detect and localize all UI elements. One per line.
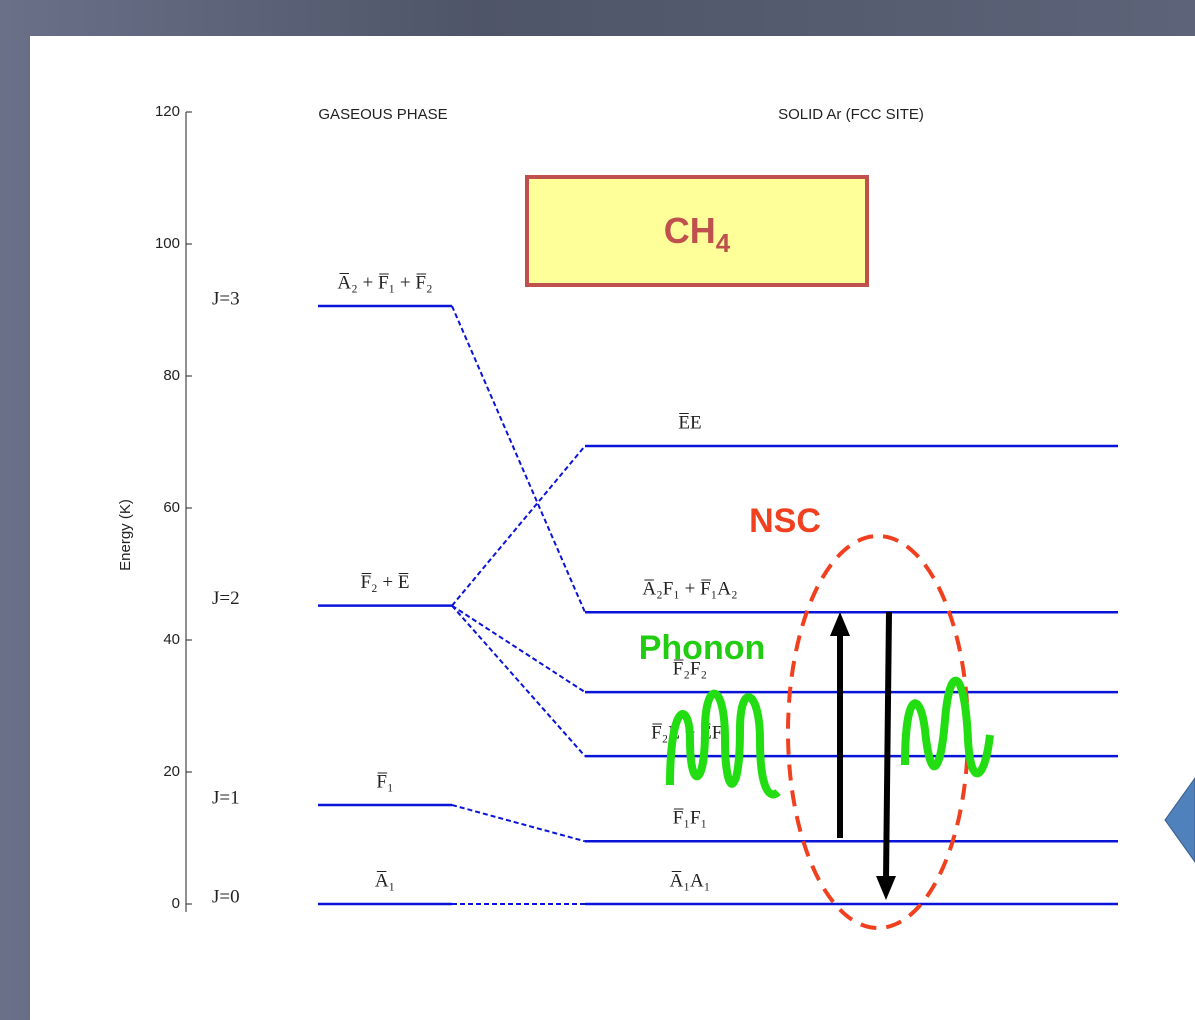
j-label: J=3	[212, 288, 240, 309]
phonon-label: Phonon	[639, 629, 766, 667]
solid-label: E̅E	[678, 412, 701, 433]
y-tick-label: 100	[155, 235, 180, 252]
gas-label: A̅₂ + F̅₁ + F̅₂	[337, 272, 432, 293]
gas-label: A̅₁	[375, 870, 395, 891]
nsc-label: NSC	[749, 502, 821, 540]
gas-header: GASEOUS PHASE	[318, 106, 447, 123]
y-tick-label: 40	[163, 631, 180, 648]
solid-label: A̅₂F₁ + F̅₁A₂	[642, 579, 737, 600]
y-tick-label: 60	[163, 499, 180, 516]
j-label: J=2	[212, 588, 240, 609]
solid-header: SOLID Ar (FCC SITE)	[778, 106, 924, 123]
molecule-sub: 4	[716, 228, 731, 258]
j-label: J=0	[212, 886, 240, 907]
gas-label: F̅₂ + E̅	[360, 572, 409, 593]
solid-label: A̅₁A₁	[670, 870, 711, 891]
molecule-base: CH	[664, 210, 716, 251]
axis-label: Energy (K)	[117, 499, 134, 571]
y-tick-label: 120	[155, 103, 180, 120]
gas-label: F̅₁	[376, 771, 393, 792]
arrow-down	[886, 612, 889, 880]
slide: CH4 GASEOUS PHASE SOLID Ar (FCC SITE) En…	[0, 0, 1195, 1020]
solid-label: F̅₁F₁	[673, 808, 707, 829]
y-tick-label: 80	[163, 367, 180, 384]
page: CH4 GASEOUS PHASE SOLID Ar (FCC SITE) En…	[0, 0, 1195, 1020]
y-tick-label: 20	[163, 763, 180, 780]
j-label: J=1	[212, 787, 240, 808]
y-tick-label: 0	[172, 895, 180, 912]
